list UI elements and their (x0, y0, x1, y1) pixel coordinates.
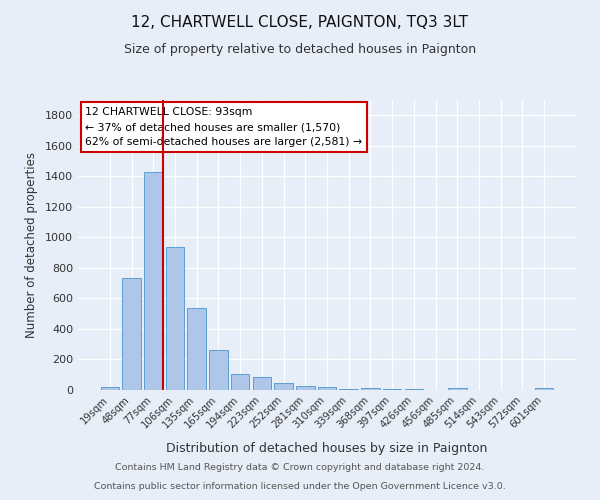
Text: Contains HM Land Registry data © Crown copyright and database right 2024.: Contains HM Land Registry data © Crown c… (115, 464, 485, 472)
Bar (340, 389, 358, 390)
Bar (274, 383, 293, 390)
Bar (383, 389, 401, 390)
Bar (404, 389, 423, 390)
Bar (122, 278, 141, 390)
Bar (187, 308, 206, 390)
Bar (296, 386, 314, 390)
Bar (448, 388, 467, 390)
Text: Contains public sector information licensed under the Open Government Licence v3: Contains public sector information licen… (94, 482, 506, 491)
Bar (166, 248, 184, 390)
Bar (209, 350, 227, 390)
Bar (231, 374, 250, 390)
Text: 12, CHARTWELL CLOSE, PAIGNTON, TQ3 3LT: 12, CHARTWELL CLOSE, PAIGNTON, TQ3 3LT (131, 15, 469, 30)
Bar (101, 387, 119, 390)
Bar (361, 388, 380, 390)
Text: Size of property relative to detached houses in Paignton: Size of property relative to detached ho… (124, 42, 476, 56)
Bar (318, 387, 336, 390)
Text: 12 CHARTWELL CLOSE: 93sqm
← 37% of detached houses are smaller (1,570)
62% of se: 12 CHARTWELL CLOSE: 93sqm ← 37% of detac… (85, 108, 362, 147)
Bar (535, 388, 553, 390)
X-axis label: Distribution of detached houses by size in Paignton: Distribution of detached houses by size … (166, 442, 488, 454)
Y-axis label: Number of detached properties: Number of detached properties (25, 152, 38, 338)
Bar (144, 172, 163, 390)
Bar (253, 376, 271, 390)
